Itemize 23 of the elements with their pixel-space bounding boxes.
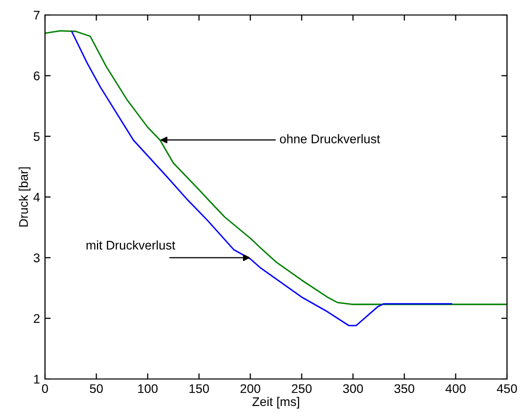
y-tick-label: 4	[33, 192, 40, 202]
line-series	[45, 30, 507, 306]
x-axis-title: Zeit [ms]	[252, 396, 300, 409]
x-tick-label: 200	[240, 384, 260, 394]
y-tick-label: 3	[34, 253, 40, 262]
x-tick-label: 350	[394, 384, 414, 394]
y-tick-label: 2	[34, 314, 40, 323]
x-tick-label: 400	[446, 384, 466, 394]
y-tick-label: 6	[34, 71, 40, 80]
annotation: mit Druckverlust	[86, 240, 176, 250]
annotation: ohne Druckverlust	[280, 134, 380, 144]
y-tick-label: 5	[34, 132, 40, 141]
x-tick-label: 250	[292, 384, 312, 394]
y-axis-title: Druck [bar]	[18, 167, 30, 227]
x-tick-label: 100	[138, 384, 158, 394]
x-tick-label: 0	[42, 384, 48, 394]
x-tick-label: 50	[90, 384, 103, 394]
x-tick-label: 450	[496, 384, 517, 394]
x-tick-label: 300	[343, 384, 363, 394]
line-series	[71, 30, 452, 326]
y-tick-label: 7	[34, 10, 40, 20]
y-tick-label: 1	[34, 374, 40, 384]
x-tick-label: 150	[190, 384, 209, 394]
